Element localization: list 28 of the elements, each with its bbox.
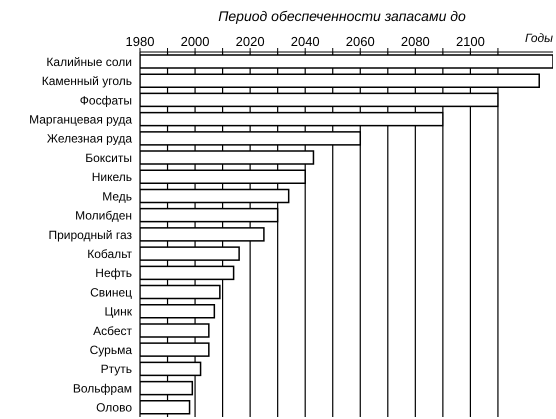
chart-title: Период обеспеченности запасами до xyxy=(217,8,467,26)
y-tick-label: Ртуть xyxy=(100,362,132,376)
y-tick-label: Молибден xyxy=(75,208,132,223)
y-tick-label: Железная руда xyxy=(46,132,132,146)
y-tick-label: Фосфаты xyxy=(80,93,132,108)
y-tick-label: Асбест xyxy=(93,324,132,338)
x-tick-label: 2000 xyxy=(180,34,210,49)
y-tick-label: Природный газ xyxy=(48,228,132,242)
x-tick-label: 2080 xyxy=(400,34,430,49)
x-tick-label: 1980 xyxy=(126,34,154,49)
x-tick-label: 2060 xyxy=(346,34,375,49)
y-tick-label: Цинк xyxy=(104,304,133,319)
y-tick-label: Свинец xyxy=(90,285,132,300)
y-tick-label: Кобальт xyxy=(87,246,132,261)
x-tick-label: 2040 xyxy=(290,34,320,49)
y-tick-label: Бокситы xyxy=(85,150,132,165)
y-tick-label: Калийные соли xyxy=(46,54,132,69)
x-axis-title: Годы xyxy=(525,31,554,45)
y-tick-label: Каменный уголь xyxy=(42,74,132,88)
y-tick-label: Марганцевая руда xyxy=(29,112,132,126)
y-tick-label: Нефть xyxy=(95,266,132,280)
y-tick-label: Сурьма xyxy=(90,343,132,358)
y-tick-label: Олово xyxy=(96,400,132,415)
x-tick-label: 2020 xyxy=(236,34,265,49)
x-tick-label: 2100 xyxy=(456,34,485,49)
y-tick-label: Никель xyxy=(92,170,132,184)
y-tick-label: Вольфрам xyxy=(72,381,132,396)
y-tick-label: Медь xyxy=(102,189,132,204)
